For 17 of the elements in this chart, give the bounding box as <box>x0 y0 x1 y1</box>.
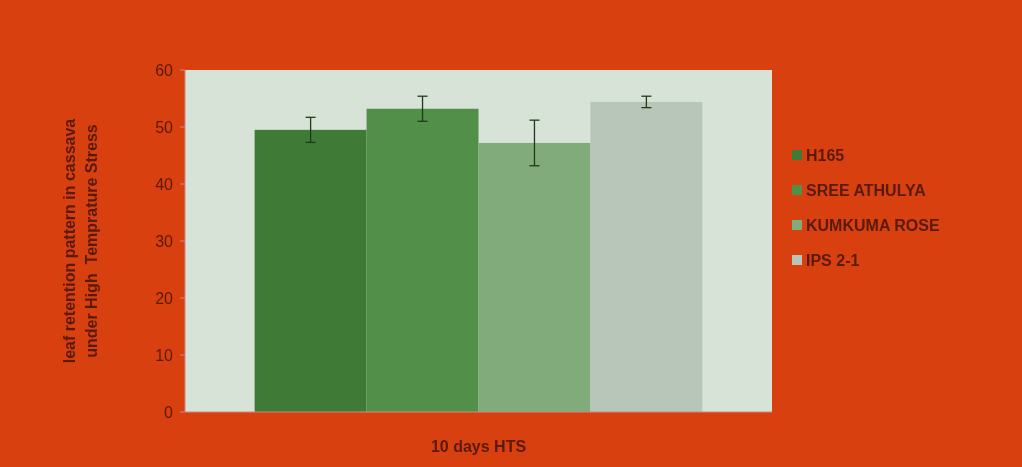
bar <box>590 101 703 412</box>
legend-label: KUMKUMA ROSE <box>806 216 940 234</box>
bar <box>366 108 479 412</box>
y-axis-title: leaf retention pattern in cassava under High Temprature Stress <box>61 118 100 364</box>
y-tick-label: 10 <box>155 346 174 364</box>
y-tick-label: 40 <box>155 175 174 193</box>
y-tick-label: 30 <box>155 232 174 250</box>
y-tick-label: 20 <box>155 289 174 307</box>
bar <box>478 142 591 412</box>
y-tick-label: 50 <box>155 118 174 136</box>
legend-label: IPS 2-1 <box>806 251 860 269</box>
y-tick-label: 60 <box>155 61 174 79</box>
legend-label: SREE ATHULYA <box>806 181 927 199</box>
x-axis-title: 10 days HTS <box>430 438 527 455</box>
legend-label: H165 <box>806 146 845 164</box>
bar <box>254 129 367 412</box>
y-tick-label: 0 <box>164 403 174 421</box>
